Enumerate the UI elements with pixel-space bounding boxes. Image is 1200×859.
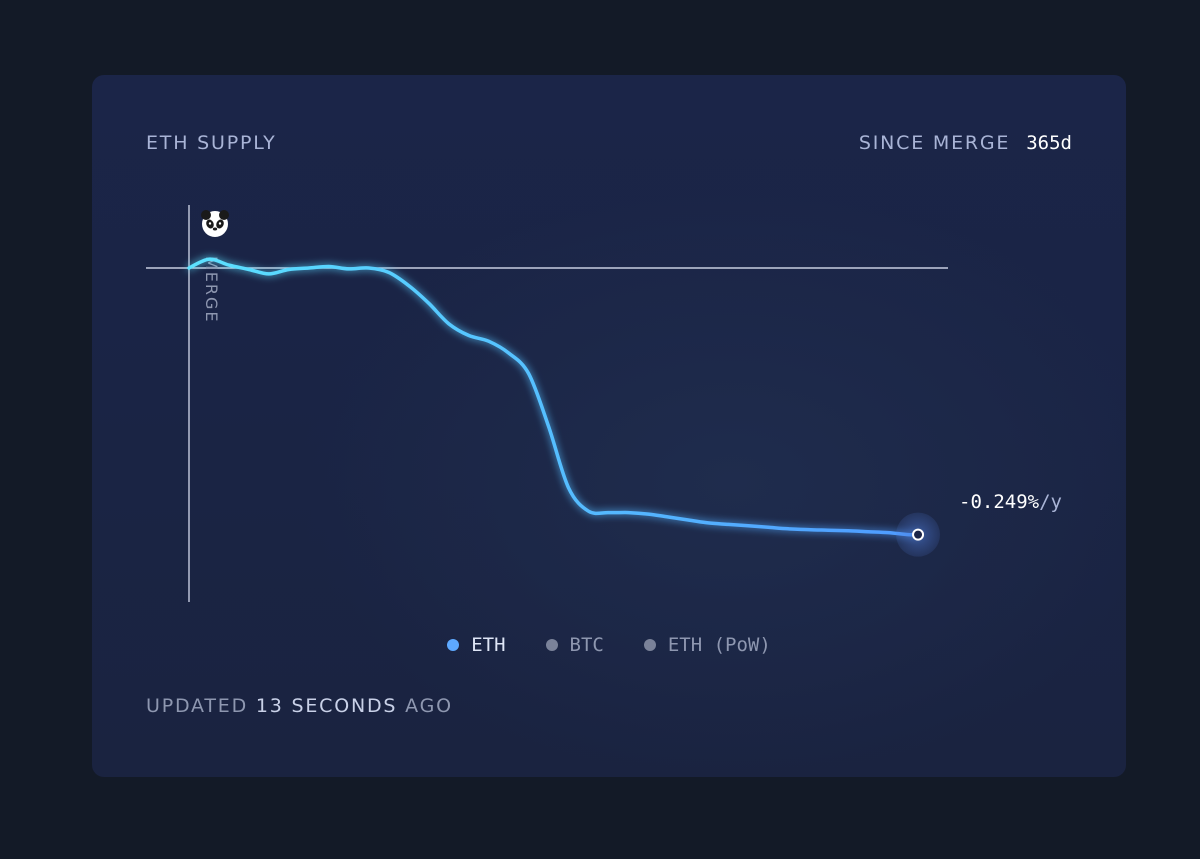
current-point-marker[interactable] — [912, 528, 925, 541]
legend-label-eth: ETH — [471, 634, 506, 656]
supply-rate-value: -0.249% — [959, 491, 1040, 513]
supply-chart: MERGE — [146, 205, 948, 602]
supply-rate-unit: /y — [1039, 491, 1062, 513]
updated-count: 13 — [255, 695, 284, 717]
legend-dot-btc — [545, 639, 558, 651]
eth-supply-line — [187, 257, 920, 537]
card-title: ETH SUPPLY — [146, 132, 277, 154]
eth-supply-card: ETH SUPPLY SINCE MERGE 365d MERGE — [92, 75, 1126, 777]
legend-label-btc: BTC — [569, 634, 604, 656]
legend-dot-eth — [447, 639, 460, 651]
updated-unit: SECONDS — [291, 695, 398, 717]
legend-item-eth[interactable]: ETH — [447, 634, 506, 656]
supply-rate: -0.249%/y — [959, 491, 1062, 513]
legend-item-eth-pow[interactable]: ETH (PoW) — [643, 634, 771, 656]
panda-icon — [201, 210, 229, 237]
merge-label: MERGE — [202, 256, 221, 324]
updated-prefix: UPDATED — [146, 695, 249, 717]
legend-dot-eth-pow — [643, 639, 656, 651]
updated-suffix: AGO — [405, 695, 453, 717]
legend-label-eth-pow: ETH (PoW) — [667, 634, 771, 656]
time-frame-value[interactable]: 365d — [1026, 132, 1072, 154]
chart-legend: ETH BTC ETH (PoW) — [92, 634, 1126, 656]
legend-item-btc[interactable]: BTC — [545, 634, 604, 656]
since-merge-selector[interactable]: SINCE MERGE 365d — [859, 132, 1072, 154]
last-updated: UPDATED 13 SECONDS AGO — [146, 695, 453, 717]
since-merge-label: SINCE MERGE — [858, 132, 1011, 154]
